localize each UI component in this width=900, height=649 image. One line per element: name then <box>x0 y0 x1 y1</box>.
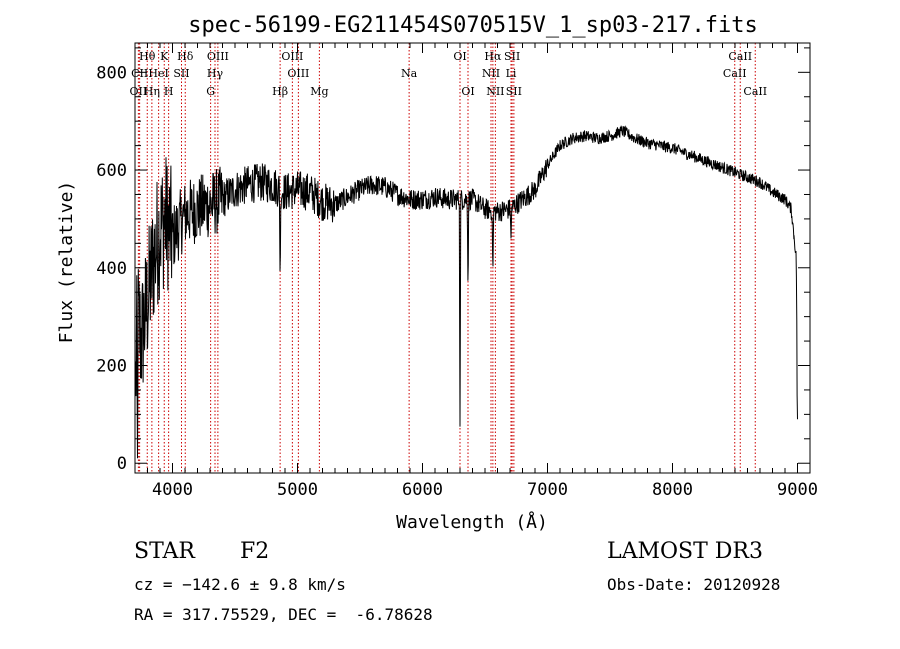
survey-name: LAMOST DR3 <box>607 539 763 564</box>
object-class: STAR <box>134 539 195 564</box>
y-axis-ticks: 0 200 400 600 800 <box>96 47 810 474</box>
line-marker-label: Na <box>401 67 418 80</box>
emission-line-markers <box>137 43 756 473</box>
line-marker-label: NII <box>486 85 504 98</box>
x-axis-ticks: 4000 5000 6000 7000 8000 9000 <box>134 43 818 500</box>
redshift-velocity: cz = −142.6 ± 9.8 km/s <box>134 575 346 594</box>
line-marker-label: CII <box>131 67 148 80</box>
line-marker-label: Hδ <box>177 50 194 63</box>
y-axis-label: Flux (relative) <box>56 181 77 344</box>
line-marker-label: NII <box>482 67 500 80</box>
line-marker-label: OIII <box>281 50 303 63</box>
line-marker-label: OII <box>130 85 148 98</box>
observation-date: Obs-Date: 20120928 <box>607 575 781 594</box>
line-marker-label: SII <box>506 85 522 98</box>
y-tick-label: 400 <box>96 259 127 279</box>
line-marker-label: Hβ <box>272 85 288 98</box>
line-marker-label: OIII <box>287 67 309 80</box>
line-marker-label: CaII <box>723 67 747 80</box>
line-marker-label: OI <box>461 85 474 98</box>
x-tick-label: 9000 <box>777 480 818 500</box>
line-marker-label: SII <box>504 50 520 63</box>
line-marker-label: Hγ <box>207 67 224 80</box>
line-marker-label: HeI <box>148 67 168 80</box>
y-tick-label: 800 <box>96 63 127 83</box>
line-marker-label: G <box>206 85 215 98</box>
x-tick-label: 5000 <box>277 480 318 500</box>
x-axis-label: Wavelength (Å) <box>396 511 548 533</box>
chart-title: spec-56199-EG211454S070515V_1_sp03-217.f… <box>188 13 758 38</box>
line-marker-label: Hα <box>484 50 502 63</box>
y-tick-label: 600 <box>96 161 127 181</box>
line-marker-label: CaII <box>743 85 767 98</box>
plot-frame <box>134 42 811 474</box>
x-tick-label: 6000 <box>402 480 443 500</box>
x-tick-label: 4000 <box>152 480 193 500</box>
spectrum-line <box>135 125 798 459</box>
line-marker-label: SII <box>173 67 189 80</box>
line-marker-label: H <box>164 85 174 98</box>
line-marker-label: Li <box>506 67 517 80</box>
object-subclass: F2 <box>240 539 270 564</box>
line-marker-label: OI <box>453 50 466 63</box>
sky-coordinates: RA = 317.75529, DEC = -6.78628 <box>134 605 433 624</box>
y-tick-label: 200 <box>96 357 127 377</box>
x-tick-label: 8000 <box>652 480 693 500</box>
x-tick-label: 7000 <box>527 480 568 500</box>
line-marker-label: Mg <box>310 85 328 98</box>
y-tick-label: 0 <box>117 454 127 474</box>
line-marker-label: Hη <box>144 85 160 98</box>
line-marker-label: CaII <box>728 50 752 63</box>
line-marker-label: Hθ <box>139 50 156 63</box>
line-marker-label: OIII <box>207 50 229 63</box>
line-marker-label: K <box>160 50 169 63</box>
